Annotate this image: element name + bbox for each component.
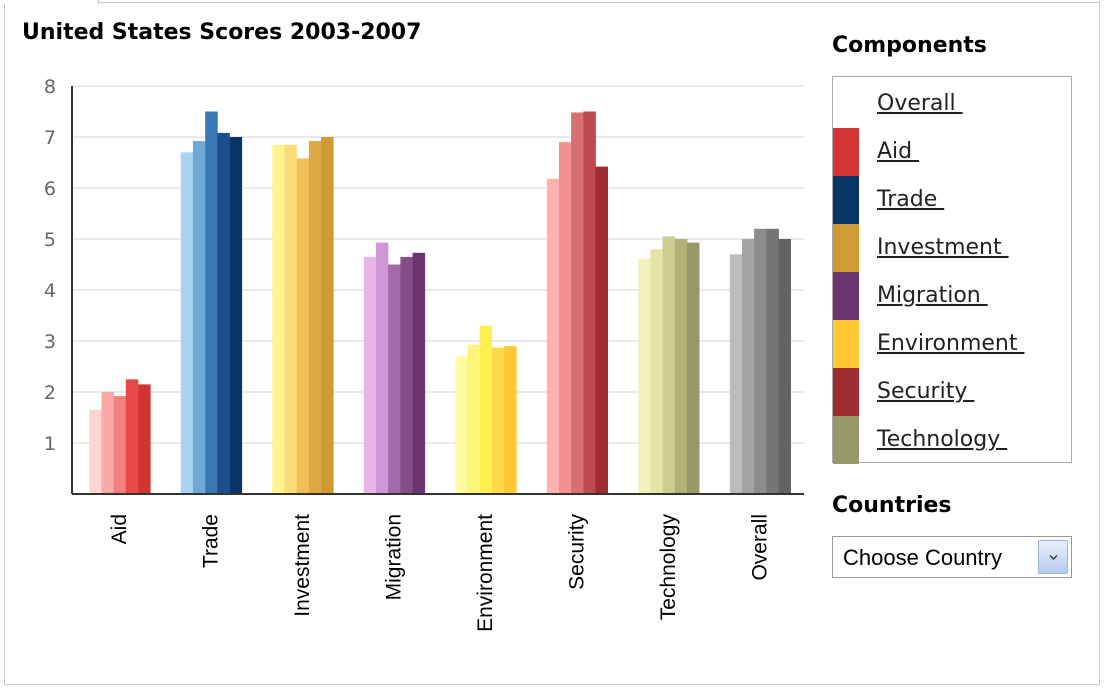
bar-migration-2006	[400, 256, 413, 494]
bar-security-2003	[546, 178, 560, 495]
legend-label[interactable]: Aid	[877, 139, 920, 164]
bar-investment-2006	[308, 141, 322, 494]
country-select-value: Choose Country	[843, 545, 1002, 570]
x-tick-label: Overall	[748, 514, 771, 581]
x-tick-label: Investment	[291, 514, 314, 617]
bar-technology-2004	[650, 249, 663, 494]
country-select[interactable]: Choose Country	[832, 536, 1072, 578]
y-tick-label: 6	[44, 178, 56, 200]
x-tick-label: Migration	[382, 514, 405, 600]
bar-environment-2003	[455, 356, 468, 494]
bar-technology-2007	[687, 242, 700, 494]
components-heading: Components	[832, 33, 987, 58]
bar-overall-2006	[766, 228, 779, 495]
bar-security-2005	[571, 112, 584, 494]
bar-environment-2006	[491, 347, 505, 494]
legend-label[interactable]: Technology	[877, 427, 1008, 452]
x-tick-label: Environment	[474, 514, 497, 632]
x-tick-label: Aid	[108, 514, 131, 544]
y-tick-label: 2	[44, 382, 56, 404]
legend-swatch	[833, 224, 859, 272]
legend-label[interactable]: Migration	[877, 283, 988, 308]
bar-investment-2007	[321, 137, 334, 494]
legend-label[interactable]: Overall	[877, 91, 963, 116]
bar-technology-2003	[638, 258, 651, 494]
legend-label[interactable]: Investment	[877, 235, 1009, 260]
legend-swatch	[833, 176, 859, 224]
legend-item-aid[interactable]: Aid	[833, 128, 1071, 176]
legend-item-trade[interactable]: Trade	[833, 176, 1071, 224]
legend-item-technology[interactable]: Technology	[833, 416, 1071, 464]
bar-aid-2007	[138, 384, 151, 494]
legend-item-investment[interactable]: Investment	[833, 224, 1071, 272]
countries-heading: Countries	[832, 493, 952, 518]
bar-migration-2003	[363, 256, 377, 494]
components-legend: Overall Aid Trade Investment Migration E…	[832, 76, 1072, 464]
bar-environment-2007	[504, 346, 517, 494]
y-tick-label: 1	[44, 433, 56, 455]
bar-overall-2003	[729, 254, 743, 494]
legend-swatch	[833, 416, 859, 464]
bar-migration-2005	[388, 264, 401, 494]
bar-migration-2004	[375, 242, 389, 494]
bar-investment-2003	[272, 144, 285, 494]
bar-aid-2004	[101, 392, 114, 494]
y-tick-label: 5	[44, 229, 56, 251]
bar-environment-2005	[479, 325, 493, 494]
bar-trade-2005	[205, 111, 218, 494]
bar-aid-2003	[89, 409, 102, 494]
dropdown-button[interactable]	[1038, 540, 1068, 574]
y-tick-label: 8	[44, 76, 56, 98]
legend-swatch	[833, 128, 859, 176]
chart-plot: 1 2 3 4 5 6 7 8 Aid Trade Investment Migration Envir…	[44, 76, 804, 632]
x-tick-label: Security	[565, 514, 588, 590]
bar-security-2004	[559, 142, 572, 494]
legend-item-environment[interactable]: Environment	[833, 320, 1071, 368]
legend-label[interactable]: Security	[877, 379, 975, 404]
bar-trade-2003	[180, 152, 194, 495]
y-tick-label: 7	[44, 127, 56, 149]
legend-item-security[interactable]: Security	[833, 368, 1071, 416]
bar-overall-2007	[778, 239, 791, 494]
y-tick-label: 3	[44, 331, 56, 353]
legend-item-migration[interactable]: Migration	[833, 272, 1071, 320]
bar-overall-2004	[742, 239, 755, 494]
legend-swatch	[833, 320, 859, 368]
bar-security-2006	[583, 111, 596, 494]
bar-technology-2005	[662, 236, 676, 494]
bar-investment-2004	[284, 144, 297, 494]
legend-swatch	[833, 80, 859, 128]
chart-title: United States Scores 2003-2007	[22, 20, 422, 45]
bar-technology-2006	[674, 239, 688, 494]
x-tick-label: Trade	[199, 514, 222, 568]
chevron-down-icon	[1049, 554, 1058, 561]
legend-label[interactable]: Environment	[877, 331, 1025, 356]
y-tick-label: 4	[44, 280, 56, 302]
legend-swatch	[833, 272, 859, 320]
bar-security-2007	[595, 166, 608, 494]
bar-trade-2007	[229, 137, 243, 494]
bar-aid-2006	[125, 379, 139, 495]
bar-aid-2005	[113, 396, 127, 494]
bar-investment-2005	[296, 158, 310, 494]
legend-label[interactable]: Trade	[877, 187, 945, 212]
bar-trade-2004	[192, 141, 206, 494]
bar-environment-2004	[467, 344, 480, 494]
x-tick-label: Technology	[657, 514, 680, 621]
legend-item-overall[interactable]: Overall	[833, 80, 1071, 128]
bar-migration-2007	[412, 252, 426, 494]
bar-trade-2006	[217, 132, 230, 494]
legend-swatch	[833, 368, 859, 416]
tab-notch	[4, 0, 99, 4]
bar-overall-2005	[754, 228, 767, 495]
